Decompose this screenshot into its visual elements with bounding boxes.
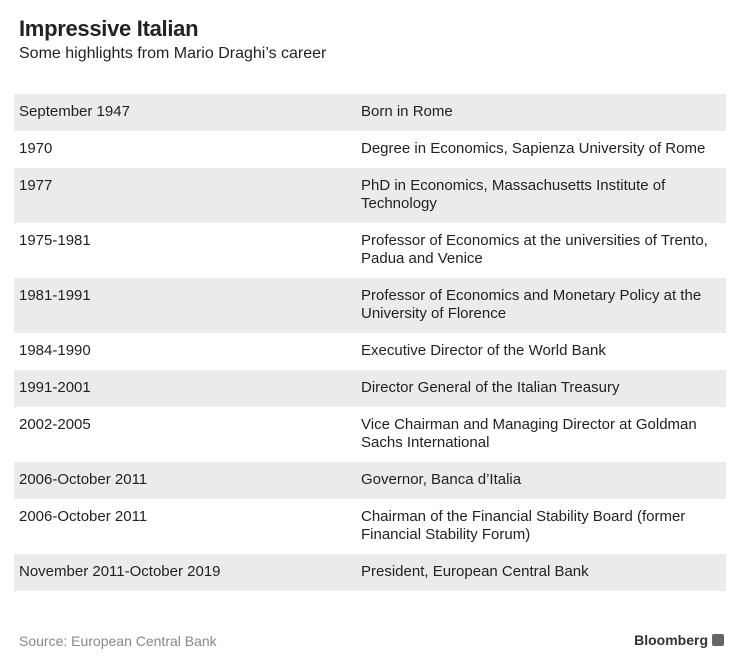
source: Source: European Central Bank <box>19 633 217 649</box>
role-cell: Professor of Economics at the universiti… <box>361 232 708 267</box>
career-table: September 1947 Born in Rome 1970 Degree in … <box>14 94 726 591</box>
role-cell: Chairman of the Financial Stability Boar… <box>361 508 686 543</box>
table-row: September 1947 Born in Rome <box>14 94 726 131</box>
role-cell: Governor, Banca d’Italia <box>356 462 726 499</box>
logo: Bloomberg <box>634 632 708 648</box>
table-row: 2006-October 2011 Chairman of the Financi… <box>14 499 726 554</box>
role-cell: Degree in Economics, Sapienza University… <box>361 140 706 157</box>
table-row: 1970 Degree in Economics, Sapienza Univer… <box>14 131 726 168</box>
table-row: 1991-2001 Director General of the Italian… <box>14 370 726 407</box>
role-cell: Professor of Economics and Monetary Poli… <box>356 278 726 333</box>
table-body: September 1947 Born in Rome 1970 Degree in … <box>14 94 726 591</box>
title: Impressive Italian <box>19 16 199 41</box>
table-row: 1975-1981 Professor of Economics at the u… <box>14 223 726 278</box>
date-cell: 1984-1990 <box>19 342 91 359</box>
logo-icon <box>712 634 724 646</box>
date-cell: 2006-October 2011 <box>14 462 356 499</box>
date-cell: 2006-October 2011 <box>19 508 148 525</box>
date-cell: 1977 <box>14 168 356 223</box>
role-cell: PhD in Economics, Massachusetts Institut… <box>356 168 726 223</box>
role-cell: President, European Central Bank <box>356 554 726 591</box>
date-cell: 2002-2005 <box>19 416 91 433</box>
table-row: 2002-2005 Vice Chairman and Managing Dire… <box>14 407 726 462</box>
date-cell: 1970 <box>19 140 53 157</box>
table-row: 1977 PhD in Economics, Massachusetts Inst… <box>14 168 726 223</box>
table-row: November 2011-October 2019 President, Eur… <box>14 554 726 591</box>
table-row: 2006-October 2011 Governor, Banca d’Itali… <box>14 462 726 499</box>
date-cell: 1981-1991 <box>14 278 356 333</box>
date-cell: 1991-2001 <box>14 370 356 407</box>
table-row: 1981-1991 Professor of Economics and Mone… <box>14 278 726 333</box>
role-cell: Director General of the Italian Treasury <box>356 370 726 407</box>
date-cell: September 1947 <box>14 94 356 131</box>
role-cell: Born in Rome <box>356 94 726 131</box>
role-cell: Executive Director of the World Bank <box>361 342 606 359</box>
date-cell: 1975-1981 <box>19 232 91 249</box>
subtitle: Some highlights from Mario Draghi’s care… <box>19 45 327 62</box>
role-cell: Vice Chairman and Managing Director at G… <box>361 416 697 451</box>
date-cell: November 2011-October 2019 <box>14 554 356 591</box>
table-row: 1984-1990 Executive Director of the World… <box>14 333 726 370</box>
